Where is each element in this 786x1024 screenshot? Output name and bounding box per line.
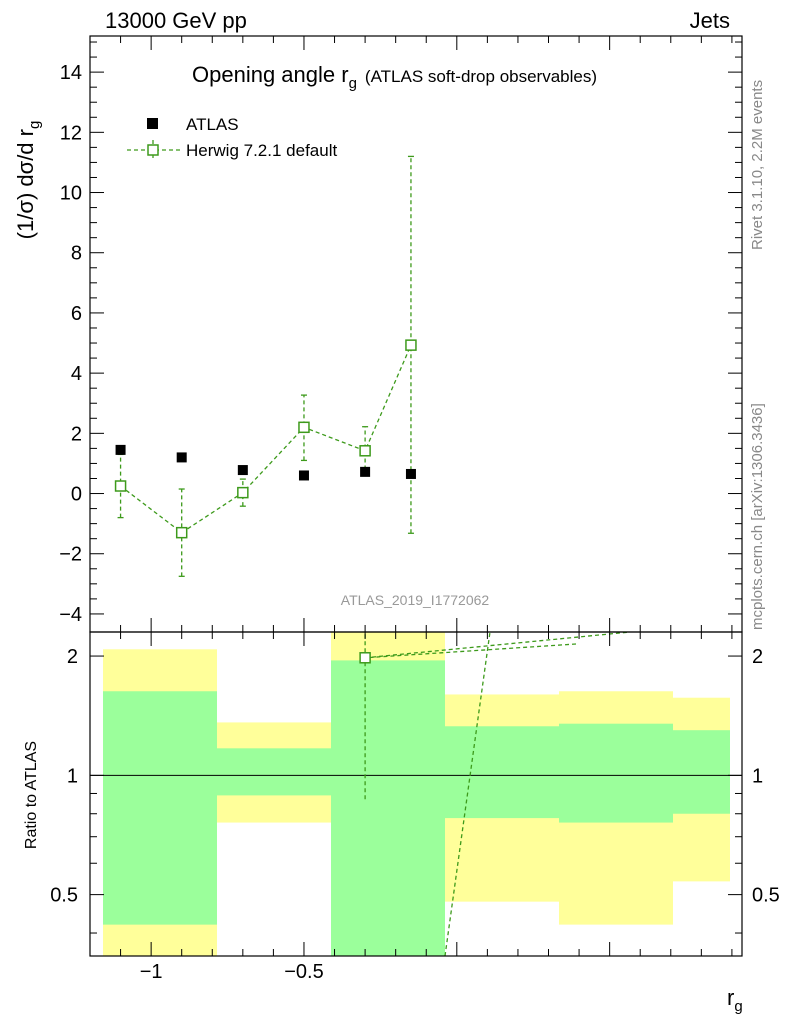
herwig-point-3 — [298, 421, 310, 434]
herwig-point-0 — [114, 480, 127, 492]
herwig-ratio-line-rise — [444, 631, 491, 957]
legend-atlas-marker — [147, 118, 158, 129]
legend-herwig-label: Herwig 7.2.1 default — [186, 141, 337, 160]
main-ytick-label: 4 — [71, 363, 82, 385]
xtick-label: −1 — [140, 961, 163, 983]
herwig-ratio-line-in — [365, 643, 577, 659]
ratio-ytick-label-right: 1 — [752, 765, 763, 787]
chart-title: Opening angle rg (ATLAS soft-drop observa… — [192, 62, 597, 92]
stat-band-bin-3 — [445, 726, 559, 819]
legend-atlas-label: ATLAS — [186, 115, 239, 134]
stat-band-bin-1 — [217, 748, 331, 796]
ratio-ytick-label-right: 2 — [752, 646, 763, 668]
main-plot — [114, 155, 417, 577]
main-ytick-label: 14 — [60, 62, 82, 84]
main-ytick-label: 0 — [71, 484, 82, 506]
herwig-ratio-line-out — [365, 631, 631, 659]
ratio-ytick-label-right: 0.5 — [752, 885, 780, 907]
svg-text:(1/σ) dσ/d rg: (1/σ) dσ/d rg — [13, 121, 43, 240]
atlas-point-5 — [405, 468, 416, 479]
ratio-bands — [103, 632, 730, 956]
svg-text:rg: rg — [727, 985, 743, 1015]
ratio-ytick-label-left: 2 — [67, 646, 78, 668]
atlas-point-4 — [360, 466, 371, 477]
legend: ATLAS Herwig 7.2.1 default — [127, 115, 337, 160]
ratio-ylabel: Ratio to ATLAS — [23, 741, 40, 849]
main-ytick-label: 6 — [71, 303, 82, 325]
atlas-point-3 — [298, 470, 309, 481]
xtick-label: −0.5 — [284, 961, 323, 983]
main-ytick-label: 2 — [71, 423, 82, 445]
ratio-plot — [90, 631, 742, 957]
herwig-ratio-point — [359, 652, 371, 664]
energy-label: 13000 GeV pp — [105, 8, 247, 33]
ratio-ytick-label-left: 0.5 — [50, 885, 78, 907]
atlas-point-1 — [176, 452, 187, 463]
herwig-line — [120, 344, 412, 534]
stat-band-bin-0 — [103, 691, 217, 925]
herwig-point-1 — [175, 526, 188, 539]
analysis-label: ATLAS_2019_I1772062 — [341, 592, 490, 608]
herwig-point-2 — [237, 486, 249, 499]
svg-text:Opening angle rg(ATLAS soft-dr: Opening angle rg (ATLAS soft-drop observa… — [192, 62, 597, 92]
main-ytick-label: 10 — [60, 183, 82, 205]
herwig-point-5 — [405, 339, 417, 351]
atlas-point-0 — [115, 444, 126, 455]
main-ylabel: (1/σ) dσ/d rg — [13, 121, 43, 240]
main-ytick-label: 8 — [71, 243, 82, 265]
mcplots-label: mcplots.cern.ch [arXiv:1306.3436] — [749, 403, 766, 630]
legend-herwig-marker — [147, 144, 159, 156]
atlas-point-2 — [237, 465, 248, 476]
main-ytick-label: 12 — [60, 122, 82, 144]
main-ytick-label: −4 — [59, 604, 82, 626]
herwig-point-4 — [359, 445, 371, 457]
ratio-ytick-label-left: 1 — [67, 765, 78, 787]
stat-band-bin-4 — [559, 723, 673, 823]
xlabel: rg — [727, 985, 743, 1015]
stat-band-bin-2 — [331, 660, 445, 956]
ratio-frame — [89, 631, 743, 957]
process-label: Jets — [690, 8, 730, 33]
stat-band-bin-5 — [673, 730, 730, 814]
rivet-label: Rivet 3.1.10, 2.2M events — [749, 80, 766, 250]
main-ytick-label: −2 — [59, 544, 82, 566]
